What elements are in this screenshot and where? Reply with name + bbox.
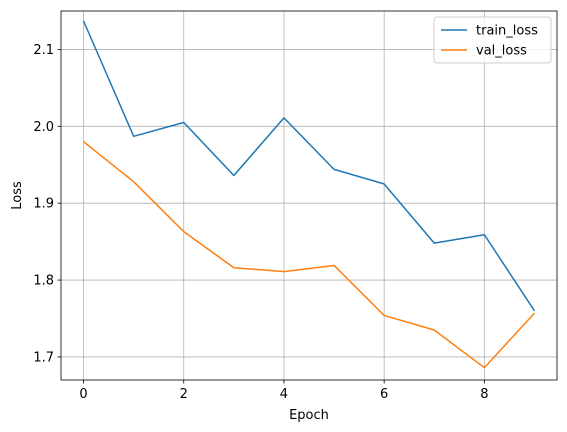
y-tick-label: 1.8 [33,274,54,289]
plot-frame [60,10,558,381]
series-line-val-loss [83,141,536,369]
legend-label-train-loss: train_loss [476,24,538,39]
series-layer [82,20,536,369]
x-tick-label: 0 [79,387,87,402]
series-line-train-loss [82,20,536,312]
x-tick-label: 6 [380,387,388,402]
x-tick-label: 2 [180,387,188,402]
legend-box [433,16,552,64]
x-tick-label: 8 [480,387,488,402]
legend: train_loss val_loss [433,16,552,64]
y-tick-label: 2.1 [33,43,54,58]
y-tick-label: 1.7 [33,350,54,365]
x-axis-label: Epoch [289,408,329,423]
y-tick-label: 2.0 [33,120,54,135]
legend-label-val-loss: val_loss [476,44,527,59]
x-tick-label: 4 [280,387,288,402]
tick-layer: 0 2 4 6 8 1.7 1.8 1.9 2.0 2.1 [33,43,488,402]
y-tick-label: 1.9 [33,197,54,212]
grid-layer [61,11,557,380]
y-axis-label: Loss [10,181,25,210]
